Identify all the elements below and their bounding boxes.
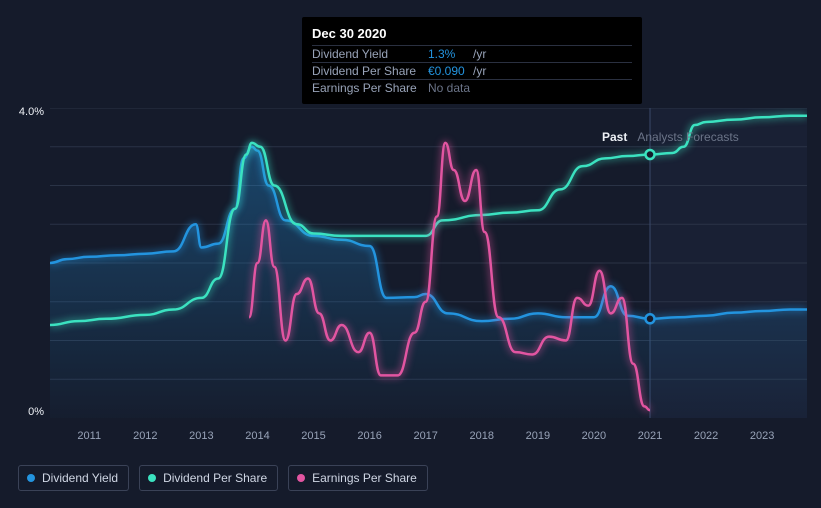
chart-svg [50, 108, 807, 418]
chart-container: Dec 30 2020 Dividend Yield1.3%/yrDividen… [0, 0, 821, 508]
legend-dot-icon [148, 474, 156, 482]
x-axis-tick: 2021 [638, 430, 662, 442]
tooltip-row-value: €0.090 [428, 64, 470, 78]
legend: Dividend Yield Dividend Per Share Earnings… [18, 465, 428, 491]
hover-tooltip: Dec 30 2020 Dividend Yield1.3%/yrDividen… [302, 17, 642, 104]
x-axis-tick: 2016 [357, 430, 381, 442]
legend-item[interactable]: Earnings Per Share [288, 465, 428, 491]
tooltip-row-unit: /yr [473, 64, 486, 78]
x-axis-tick: 2022 [694, 430, 718, 442]
x-axis-tick: 2018 [470, 430, 494, 442]
legend-dot-icon [297, 474, 305, 482]
tooltip-rows: Dividend Yield1.3%/yrDividend Per Share€… [312, 45, 632, 96]
x-axis-tick: 2012 [133, 430, 157, 442]
past-label: Past [602, 130, 627, 144]
tooltip-row-value: No data [428, 81, 470, 95]
y-axis-label-max: 4.0% [4, 106, 44, 118]
tooltip-row: Dividend Yield1.3%/yr [312, 45, 632, 62]
x-axis-tick: 2014 [245, 430, 269, 442]
y-axis-label-min: 0% [4, 406, 44, 418]
chart-plot-area[interactable] [50, 108, 807, 418]
x-axis-tick: 2023 [750, 430, 774, 442]
x-axis-tick: 2020 [582, 430, 606, 442]
x-axis-labels: 2011 2012 2013 2014 2015 2016 2017 2018 2019 2020… [50, 430, 807, 446]
tooltip-row-value: 1.3% [428, 47, 470, 61]
tooltip-row-label: Earnings Per Share [312, 81, 428, 95]
x-axis-tick: 2015 [301, 430, 325, 442]
tooltip-row-label: Dividend Yield [312, 47, 428, 61]
forecast-label: Analysts Forecasts [637, 130, 738, 144]
tooltip-date: Dec 30 2020 [312, 23, 632, 45]
tooltip-row-label: Dividend Per Share [312, 64, 428, 78]
legend-item[interactable]: Dividend Per Share [139, 465, 278, 491]
past-forecast-labels: Past Analysts Forecasts [602, 130, 739, 144]
legend-label: Earnings Per Share [312, 471, 417, 485]
legend-label: Dividend Per Share [163, 471, 267, 485]
tooltip-row: Earnings Per ShareNo data [312, 79, 632, 96]
tooltip-row: Dividend Per Share€0.090/yr [312, 62, 632, 79]
x-axis-tick: 2013 [189, 430, 213, 442]
tooltip-row-unit: /yr [473, 47, 486, 61]
legend-item[interactable]: Dividend Yield [18, 465, 129, 491]
x-axis-tick: 2019 [526, 430, 550, 442]
x-axis-tick: 2011 [77, 430, 101, 442]
x-axis-tick: 2017 [413, 430, 437, 442]
legend-label: Dividend Yield [42, 471, 118, 485]
legend-dot-icon [27, 474, 35, 482]
